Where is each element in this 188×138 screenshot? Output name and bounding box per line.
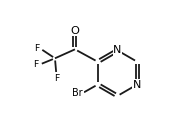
Text: F: F bbox=[54, 74, 59, 83]
Text: F: F bbox=[34, 44, 39, 53]
Text: Br: Br bbox=[72, 88, 83, 99]
Text: F: F bbox=[33, 60, 39, 69]
Text: N: N bbox=[113, 45, 122, 55]
Text: O: O bbox=[70, 26, 79, 36]
Text: N: N bbox=[133, 79, 141, 90]
